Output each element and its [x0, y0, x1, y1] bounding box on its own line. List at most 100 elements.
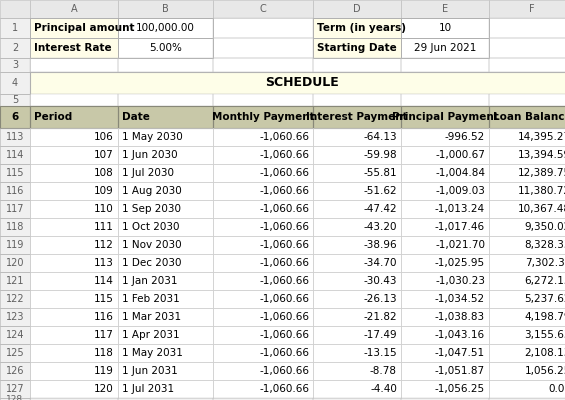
Text: Term (in years): Term (in years) [317, 23, 406, 33]
Text: 120: 120 [94, 384, 114, 394]
Bar [30, 0, 118, 18]
Text: 114: 114 [94, 276, 114, 286]
Text: 126: 126 [6, 366, 24, 376]
Text: -1,025.95: -1,025.95 [435, 258, 485, 268]
Bar [118, 164, 213, 182]
Bar [30, 398, 118, 400]
Text: 122: 122 [6, 294, 24, 304]
Bar [489, 0, 565, 18]
Text: F: F [529, 4, 535, 14]
Bar [118, 218, 213, 236]
Bar [118, 236, 213, 254]
Text: Principal Payment: Principal Payment [392, 112, 498, 122]
Bar [30, 344, 118, 362]
Bar [0, 164, 30, 182]
Text: 1 Oct 2030: 1 Oct 2030 [122, 222, 180, 232]
Bar [0, 146, 30, 164]
Text: 100,000.00: 100,000.00 [136, 23, 195, 33]
Bar [401, 398, 489, 400]
Bar [401, 200, 489, 218]
Bar [118, 218, 213, 236]
Bar [489, 128, 565, 146]
Bar [401, 308, 489, 326]
Bar [213, 18, 313, 38]
Bar [313, 38, 401, 58]
Bar [489, 182, 565, 200]
Bar [489, 200, 565, 218]
Bar [213, 146, 313, 164]
Bar [0, 72, 30, 94]
Bar [118, 38, 213, 58]
Bar [313, 58, 401, 72]
Bar [0, 344, 30, 362]
Bar [213, 290, 313, 308]
Bar [213, 218, 313, 236]
Bar [118, 308, 213, 326]
Text: -1,060.66: -1,060.66 [259, 294, 309, 304]
Bar [30, 218, 118, 236]
Bar [313, 0, 401, 18]
Bar [313, 308, 401, 326]
Text: 118: 118 [6, 222, 24, 232]
Bar [401, 106, 489, 128]
Text: 113: 113 [94, 258, 114, 268]
Text: 107: 107 [94, 150, 114, 160]
Bar [313, 58, 401, 72]
Bar [118, 380, 213, 398]
Bar [489, 146, 565, 164]
Bar [489, 146, 565, 164]
Text: 125: 125 [6, 348, 24, 358]
Text: -1,038.83: -1,038.83 [435, 312, 485, 322]
Bar [118, 182, 213, 200]
Bar [118, 94, 213, 106]
Bar [313, 182, 401, 200]
Bar [401, 146, 489, 164]
Text: E: E [442, 4, 448, 14]
Text: -21.82: -21.82 [363, 312, 397, 322]
Bar [30, 164, 118, 182]
Bar [118, 344, 213, 362]
Bar [30, 326, 118, 344]
Bar [401, 94, 489, 106]
Bar [401, 38, 489, 58]
Bar [489, 290, 565, 308]
Bar [401, 236, 489, 254]
Bar [489, 236, 565, 254]
Bar [30, 272, 118, 290]
Bar [213, 106, 313, 128]
Bar [489, 200, 565, 218]
Bar [313, 18, 401, 38]
Bar [401, 94, 489, 106]
Bar [213, 362, 313, 380]
Text: 13,394.59: 13,394.59 [518, 150, 565, 160]
Bar [118, 38, 213, 58]
Bar [489, 182, 565, 200]
Bar [401, 58, 489, 72]
Text: 1 Jun 2031: 1 Jun 2031 [122, 366, 178, 376]
Bar [213, 344, 313, 362]
Bar [213, 38, 313, 58]
Bar [118, 398, 213, 400]
Bar [489, 344, 565, 362]
Text: -1,060.66: -1,060.66 [259, 330, 309, 340]
Text: 114: 114 [6, 150, 24, 160]
Bar [489, 344, 565, 362]
Bar [489, 254, 565, 272]
Bar [313, 254, 401, 272]
Text: 10,367.48: 10,367.48 [518, 204, 565, 214]
Bar [0, 106, 30, 128]
Text: 1 Aug 2030: 1 Aug 2030 [122, 186, 182, 196]
Bar [213, 200, 313, 218]
Text: Monthly Payment: Monthly Payment [212, 112, 314, 122]
Text: -1,047.51: -1,047.51 [435, 348, 485, 358]
Text: -1,060.66: -1,060.66 [259, 150, 309, 160]
Text: 1 Sep 2030: 1 Sep 2030 [122, 204, 181, 214]
Bar [489, 94, 565, 106]
Bar [0, 0, 30, 18]
Bar [0, 164, 30, 182]
Text: 123: 123 [6, 312, 24, 322]
Bar [489, 272, 565, 290]
Text: -1,060.66: -1,060.66 [259, 222, 309, 232]
Bar [213, 290, 313, 308]
Text: 5: 5 [12, 95, 18, 105]
